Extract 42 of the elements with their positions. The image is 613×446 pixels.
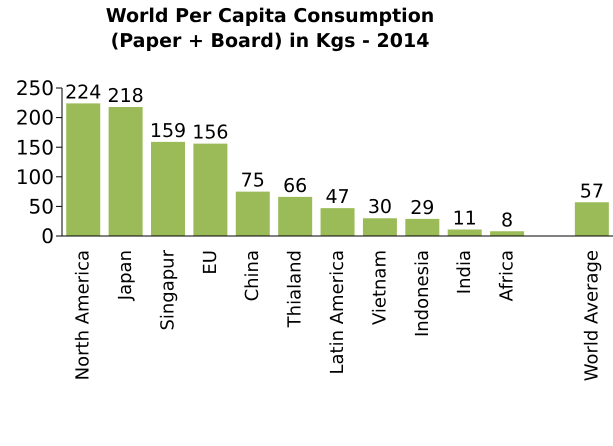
x-tick-label: Africa	[496, 250, 518, 302]
bar	[278, 196, 312, 236]
data-label: 30	[368, 196, 392, 218]
data-label: 75	[240, 170, 265, 192]
data-label: 224	[65, 81, 102, 104]
data-label: 218	[107, 84, 144, 107]
y-tick-label: 100	[16, 164, 54, 189]
data-label: 156	[192, 122, 229, 144]
y-tick-label: 200	[16, 106, 54, 130]
data-label: 159	[150, 120, 186, 142]
x-tick-label: India	[454, 250, 476, 294]
bar	[151, 142, 186, 236]
data-label: 57	[580, 180, 604, 202]
y-tick-label: 250	[16, 76, 54, 100]
data-label: 66	[283, 174, 308, 197]
data-label: 8	[501, 209, 514, 232]
x-tick-label: EU	[200, 250, 221, 275]
x-tick-label: North America	[72, 250, 94, 380]
bar	[448, 229, 482, 236]
bar	[405, 218, 440, 236]
data-label: 29	[410, 196, 434, 219]
y-tick-label: 150	[16, 135, 54, 160]
x-tick-label: China	[242, 250, 264, 302]
bar	[320, 208, 355, 236]
x-tick-label: Singapur	[157, 249, 178, 331]
data-label: 11	[452, 207, 477, 230]
y-tick-label: 50	[28, 194, 54, 218]
bar	[108, 106, 143, 236]
y-tick-label: 0	[41, 224, 54, 248]
x-tick-label: Thialand	[284, 250, 306, 328]
bar	[66, 103, 100, 236]
x-tick-label: Latin America	[327, 250, 348, 374]
bar	[193, 144, 228, 236]
bar	[236, 192, 270, 236]
x-tick-label: Vietnam	[369, 250, 390, 326]
bar	[362, 218, 397, 236]
x-tick-label: World Average	[581, 250, 602, 382]
x-tick-label: Japan	[115, 250, 136, 302]
x-tick-label: Indonesia	[412, 250, 433, 338]
data-label: 47	[325, 186, 350, 208]
chart-title: World Per Capita Consumption (Paper + Board) in Kgs - 2014	[105, 4, 435, 54]
bar	[574, 202, 609, 236]
